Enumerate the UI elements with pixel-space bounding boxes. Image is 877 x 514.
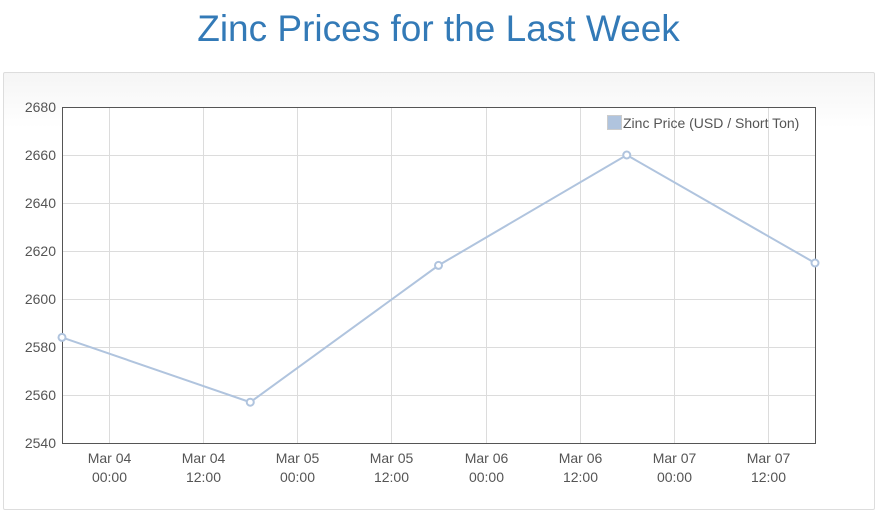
- x-tick-label-date: Mar 07: [747, 450, 791, 466]
- legend-swatch: [607, 115, 622, 130]
- x-tick-label-date: Mar 04: [88, 450, 132, 466]
- data-point: [622, 150, 632, 160]
- x-tick-label-time: 12:00: [563, 469, 598, 485]
- y-tick-label: 2620: [25, 243, 56, 259]
- legend-label: Zinc Price (USD / Short Ton): [623, 115, 799, 131]
- data-point: [810, 258, 820, 268]
- y-tick-label: 2660: [25, 147, 56, 163]
- y-tick-label: 2680: [25, 99, 56, 115]
- x-tick-label-time: 00:00: [92, 469, 127, 485]
- y-tick-label: 2540: [25, 435, 56, 451]
- y-tick-label: 2600: [25, 291, 56, 307]
- x-tick-label-time: 12:00: [751, 469, 786, 485]
- data-point: [57, 332, 67, 342]
- y-tick-label: 2640: [25, 195, 56, 211]
- x-tick-label-time: 00:00: [657, 469, 692, 485]
- x-tick-label-date: Mar 05: [276, 450, 320, 466]
- x-tick-label-time: 12:00: [186, 469, 221, 485]
- plot-border: [62, 107, 816, 444]
- y-tick-label: 2580: [25, 339, 56, 355]
- data-point: [434, 260, 443, 270]
- data-point: [245, 397, 255, 407]
- x-tick-label-date: Mar 07: [653, 450, 697, 466]
- x-tick-label-date: Mar 06: [465, 450, 509, 466]
- x-tick-label-time: 00:00: [469, 469, 504, 485]
- x-tick-label-time: 12:00: [374, 469, 409, 485]
- x-tick-label-time: 00:00: [280, 469, 315, 485]
- chart-title: Zinc Prices for the Last Week: [197, 8, 680, 49]
- x-tick-label-date: Mar 05: [370, 450, 414, 466]
- plot-area: [62, 107, 815, 443]
- x-tick-label-date: Mar 06: [559, 450, 603, 466]
- x-tick-label-date: Mar 04: [182, 450, 226, 466]
- y-tick-label: 2560: [25, 387, 56, 403]
